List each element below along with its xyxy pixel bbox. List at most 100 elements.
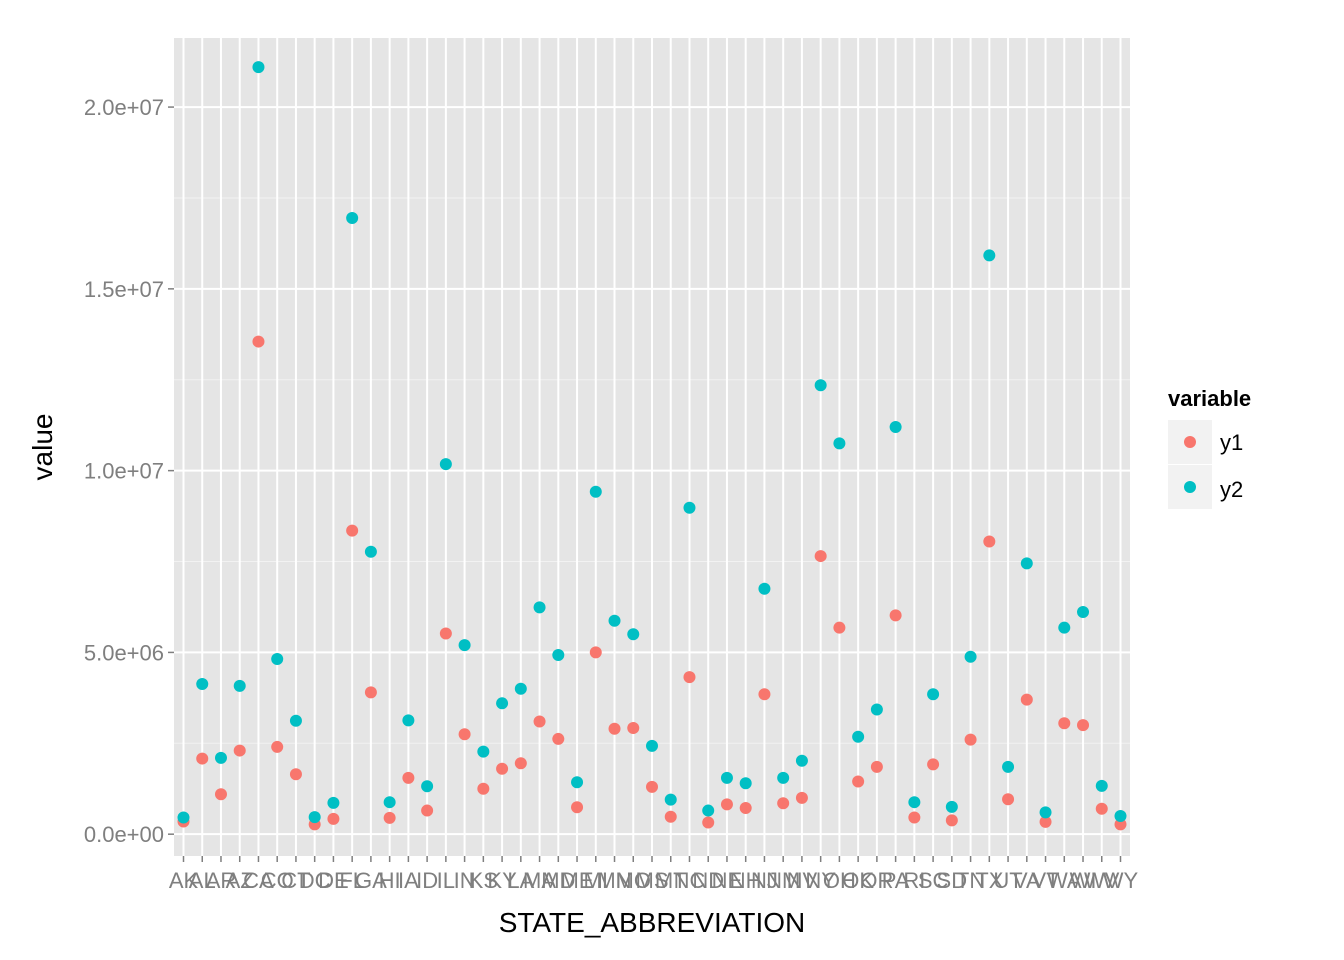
x-tick-label: NY bbox=[805, 868, 836, 893]
x-tick-label: MT bbox=[655, 868, 687, 893]
point-y2 bbox=[777, 771, 790, 784]
x-tick-label: MA bbox=[523, 868, 556, 893]
x-tick-label: NH bbox=[730, 868, 762, 893]
point-y1 bbox=[364, 686, 377, 699]
point-y1 bbox=[983, 535, 996, 548]
point-y2 bbox=[720, 771, 733, 784]
point-y2 bbox=[833, 437, 846, 450]
x-tick-label: MS bbox=[636, 868, 669, 893]
x-tick-label: AR bbox=[206, 868, 237, 893]
point-y2 bbox=[983, 249, 996, 262]
point-y2 bbox=[758, 582, 771, 595]
point-y1 bbox=[608, 722, 621, 735]
x-tick-label: NM bbox=[766, 868, 800, 893]
point-y1 bbox=[271, 740, 284, 753]
point-y1 bbox=[1020, 693, 1033, 706]
x-tick-label: WV bbox=[1084, 868, 1120, 893]
x-tick-label: DE bbox=[318, 868, 349, 893]
legend-key-y2 bbox=[1184, 481, 1196, 493]
point-y1 bbox=[514, 757, 527, 770]
point-y1 bbox=[346, 524, 359, 537]
x-tick-label: MO bbox=[616, 868, 651, 893]
point-y1 bbox=[289, 768, 302, 781]
point-y2 bbox=[870, 703, 883, 716]
x-tick-label: IL bbox=[437, 868, 455, 893]
x-tick-label: NE bbox=[712, 868, 743, 893]
point-y2 bbox=[1114, 810, 1127, 823]
point-y1 bbox=[421, 804, 434, 817]
point-y2 bbox=[1039, 806, 1052, 819]
point-y1 bbox=[589, 646, 602, 659]
x-tick-label: CA bbox=[243, 868, 274, 893]
point-y1 bbox=[833, 621, 846, 634]
point-y1 bbox=[1058, 717, 1071, 730]
x-tick-label: DC bbox=[299, 868, 331, 893]
x-tick-label: CO bbox=[261, 868, 294, 893]
point-y1 bbox=[1002, 793, 1015, 806]
point-y2 bbox=[739, 777, 752, 790]
x-tick-label: SD bbox=[937, 868, 968, 893]
point-y2 bbox=[646, 739, 658, 752]
point-y1 bbox=[552, 732, 565, 745]
x-tick-label: TN bbox=[956, 868, 985, 893]
point-y1 bbox=[664, 810, 677, 823]
point-y1 bbox=[814, 550, 827, 563]
x-tick-label: RI bbox=[903, 868, 925, 893]
point-y1 bbox=[439, 627, 452, 640]
x-tick-label: LA bbox=[507, 868, 534, 893]
x-tick-label: AZ bbox=[226, 868, 254, 893]
point-y2 bbox=[514, 682, 527, 695]
point-y1 bbox=[908, 811, 921, 824]
y-tick-label: 0.0e+00 bbox=[84, 822, 164, 847]
point-y1 bbox=[720, 798, 733, 811]
point-y2 bbox=[889, 421, 902, 434]
legend-key-y1 bbox=[1184, 436, 1196, 448]
point-y1 bbox=[739, 802, 752, 815]
x-tick-label: FL bbox=[339, 868, 365, 893]
y-tick-label: 5.0e+06 bbox=[84, 640, 164, 665]
point-y1 bbox=[327, 812, 340, 825]
point-y1 bbox=[1039, 815, 1052, 828]
point-y2 bbox=[271, 652, 284, 665]
legend-label-y2: y2 bbox=[1220, 477, 1243, 502]
x-tick-label: SC bbox=[918, 868, 949, 893]
point-y1 bbox=[1114, 818, 1127, 831]
point-y1 bbox=[702, 816, 715, 829]
point-y2 bbox=[964, 650, 977, 663]
point-y1 bbox=[196, 752, 209, 765]
x-tick-label: KY bbox=[487, 868, 517, 893]
point-y1 bbox=[683, 671, 696, 684]
data-points bbox=[177, 61, 1127, 831]
point-y2 bbox=[627, 628, 640, 641]
point-y1 bbox=[627, 722, 640, 735]
point-y1 bbox=[927, 758, 940, 771]
point-y1 bbox=[777, 797, 790, 810]
y-tick-label: 1.5e+07 bbox=[84, 277, 164, 302]
point-y1 bbox=[889, 609, 902, 622]
x-tick-label: WA bbox=[1047, 868, 1082, 893]
x-tick-label: HI bbox=[379, 868, 401, 893]
point-y2 bbox=[945, 800, 958, 813]
x-tick-label: VT bbox=[1031, 868, 1059, 893]
point-y1 bbox=[233, 744, 246, 757]
point-y2 bbox=[589, 485, 602, 498]
point-y1 bbox=[252, 335, 265, 348]
x-tick-label: TX bbox=[975, 868, 1003, 893]
point-y2 bbox=[1020, 557, 1033, 570]
point-y2 bbox=[795, 754, 808, 767]
point-y1 bbox=[795, 791, 808, 804]
point-y2 bbox=[252, 61, 265, 74]
point-y1 bbox=[1095, 802, 1108, 815]
point-y2 bbox=[664, 793, 677, 806]
point-y2 bbox=[608, 614, 621, 627]
point-y2 bbox=[852, 730, 865, 743]
x-tick-label: PA bbox=[882, 868, 910, 893]
x-tick-label: NJ bbox=[751, 868, 778, 893]
point-y2 bbox=[1002, 760, 1015, 773]
point-y1 bbox=[1077, 719, 1090, 732]
point-y2 bbox=[233, 679, 246, 692]
point-y2 bbox=[552, 648, 565, 661]
legend: variable y1 y2 bbox=[1168, 386, 1251, 509]
x-tick-label: IN bbox=[454, 868, 476, 893]
x-tick-label: KS bbox=[469, 868, 498, 893]
